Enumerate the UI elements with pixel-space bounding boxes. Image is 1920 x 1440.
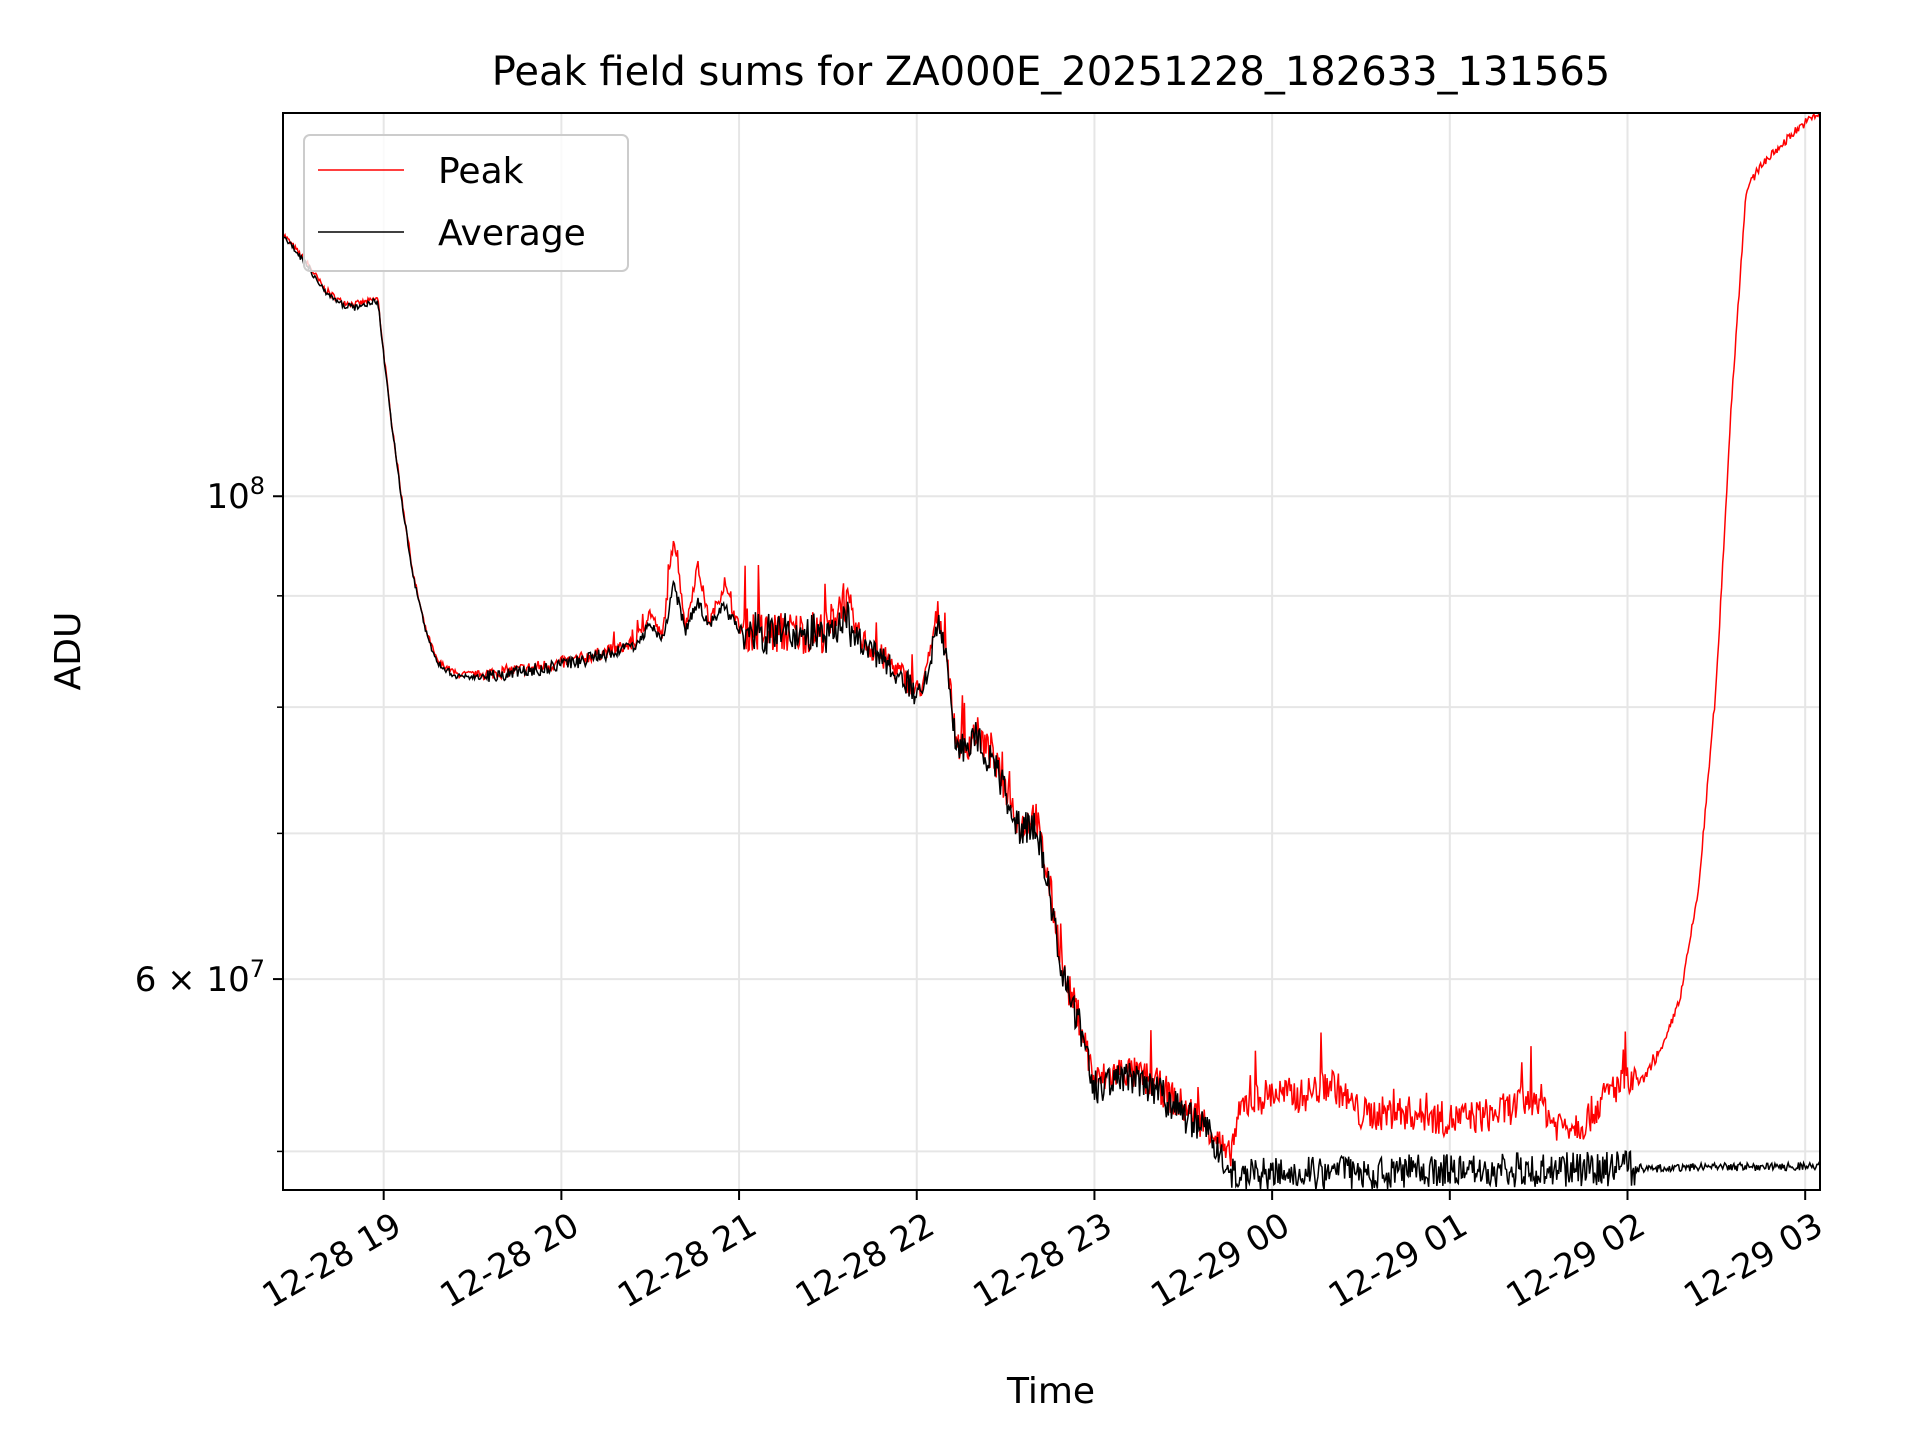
y-axis-label: ADU bbox=[48, 612, 89, 691]
y-axis: 108 6 × 107 bbox=[135, 472, 283, 1153]
grid bbox=[283, 113, 1820, 1190]
y-tick-label: 108 bbox=[206, 472, 265, 517]
y-tick-label: 6 × 107 bbox=[135, 955, 265, 1000]
legend: Peak Average bbox=[303, 134, 629, 272]
legend-label-average: Average bbox=[438, 213, 586, 254]
legend-box bbox=[303, 134, 629, 272]
x-axis-label: Time bbox=[1006, 1371, 1095, 1412]
series-layer bbox=[282, 111, 1821, 1191]
chart-title: Peak field sums for ZA000E_20251228_1826… bbox=[492, 49, 1611, 95]
series-line-average bbox=[282, 236, 1821, 1191]
legend-label-peak: Peak bbox=[438, 151, 524, 192]
plot-frame bbox=[282, 112, 1821, 1191]
series-line-peak bbox=[282, 111, 1821, 1167]
